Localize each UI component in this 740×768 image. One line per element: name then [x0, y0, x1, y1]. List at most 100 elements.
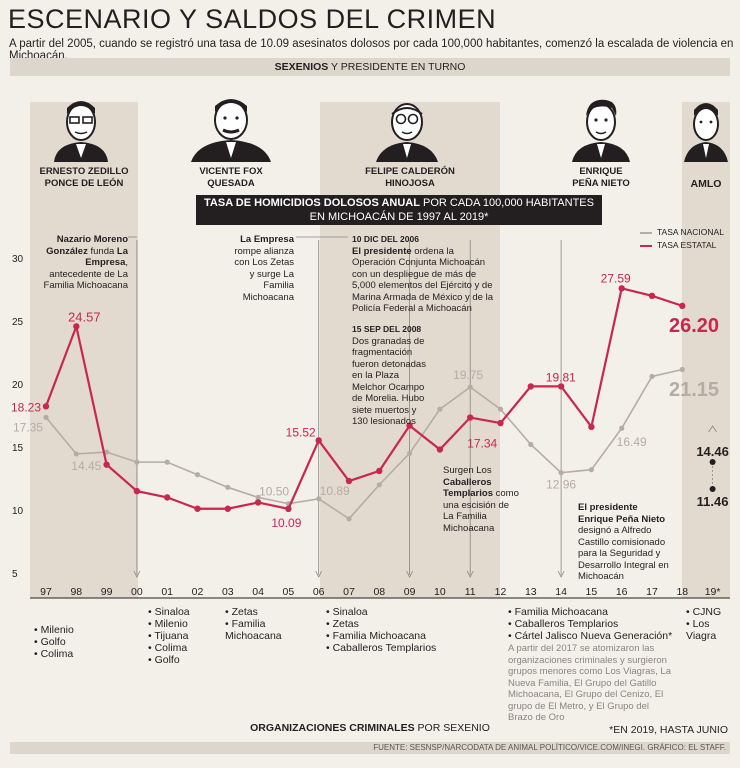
footer-bold: ORGANIZACIONES CRIMINALES [250, 722, 415, 734]
org-item: Caballeros Templarios [326, 642, 437, 654]
data-point-national [104, 449, 110, 455]
data-point-state [467, 414, 474, 421]
data-label-state: 14.46 [696, 444, 729, 459]
annotation-text: rompe alianza con Los Zetas y surge La F… [234, 245, 294, 303]
x-tick-label: 07 [343, 586, 355, 598]
partial-year-arrow [708, 425, 717, 433]
annotation-bold: Nazario Moreno González [46, 234, 128, 257]
annotation-text: designó a Alfredo Castillo comisionado p… [578, 525, 669, 582]
data-point-state [133, 487, 141, 495]
annotation-familia-michoacana-born: La Empresa rompe alianza con Los Zetas y… [228, 234, 294, 303]
org-item: Caballeros Templarios [508, 618, 672, 630]
y-tick-label: 30 [12, 254, 24, 265]
data-point-state [254, 499, 262, 506]
data-point-national [43, 414, 49, 420]
org-item: Milenio [34, 624, 74, 636]
y-tick-label: 20 [12, 380, 24, 391]
x-tick-label: 08 [373, 586, 385, 598]
band-bold: SEXENIOS [274, 61, 329, 73]
orgs-pena-note: A partir del 2017 se atomizaron las orga… [508, 643, 671, 723]
data-point-state [376, 467, 383, 475]
x-tick-label: 04 [252, 586, 264, 598]
orgs-zedillo: MilenioGolfoColima [34, 624, 74, 660]
data-point-state [588, 423, 595, 431]
data-point-national [255, 494, 261, 500]
chart-title: TASA DE HOMICIDIOS DOLOSOS ANUAL POR CAD… [196, 195, 602, 225]
y-tick-label: 25 [12, 317, 24, 328]
data-point-national [194, 472, 201, 478]
chart-legend: TASA NACIONAL TASA ESTATAL [640, 226, 724, 252]
footnote: *EN 2019, HASTA JUNIO [609, 724, 728, 736]
legend-item-national: TASA NACIONAL [640, 226, 724, 239]
data-label-state: 18.23 [11, 400, 41, 414]
annotation-date: 15 SEP DEL 2008 [352, 324, 422, 334]
president-name-line: HINOJOSA [385, 178, 435, 189]
series-line-state [44, 287, 683, 511]
president-name-line: PEÑA NIETO [572, 178, 630, 189]
org-item: Familia Michoacana [225, 618, 295, 642]
president-name-zedillo: ERNESTO ZEDILLO PONCE DE LEÓN [24, 166, 144, 190]
annotation-caballeros-templarios: Surgen Los Caballeros Templarios como un… [443, 465, 521, 534]
president-name-line: ENRIQUE [579, 166, 623, 177]
annotation-bold: La Empresa [240, 234, 294, 245]
fox-portrait [191, 99, 271, 162]
annotation-bold: Caballeros Templarios [443, 476, 493, 500]
x-tick-label: 17 [646, 586, 658, 598]
data-point-state [497, 419, 504, 427]
annotation-text: Dos granadas de fragmentación fueron det… [352, 335, 426, 428]
pena-nieto-portrait [572, 99, 630, 162]
x-tick-label: 18 [676, 586, 688, 598]
legend-swatch-state [640, 244, 652, 247]
footer-rest: POR SEXENIO [414, 722, 490, 734]
x-tick-label: 98 [70, 586, 82, 598]
panel-amlo [682, 102, 730, 598]
x-tick-label: 02 [192, 586, 204, 598]
data-label-state: 10.09 [271, 516, 301, 530]
y-tick-label: 5 [12, 569, 18, 580]
org-item: Colima [34, 648, 74, 660]
data-label-national: 10.50 [259, 484, 289, 498]
data-point-state [315, 437, 322, 444]
data-label-state: 15.52 [286, 425, 316, 439]
annotation-text: , antecedente de La Familia Michoacana [43, 257, 128, 291]
x-tick-label: 99 [101, 586, 113, 598]
annotation-bold: El presidente Enrique Peña Nieto [578, 502, 666, 525]
data-point-state [345, 477, 353, 485]
data-label-state: 19.81 [546, 370, 576, 384]
orgs-calderon: SinaloaZetasFamilia MichoacanaCaballeros… [326, 606, 437, 654]
chart-title-rest: POR CADA 100,000 HABITANTES [419, 197, 594, 209]
org-item: Milenio [148, 618, 190, 630]
org-item: Zetas [326, 618, 436, 630]
annotation-operacion-michoacan: 10 DIC DEL 2006 El presidente ordena la … [352, 234, 500, 315]
partial-year-point-national [709, 486, 716, 492]
annotation-text: ordena la Operación Conjunta Michoacán c… [352, 245, 493, 315]
data-point-national [679, 366, 685, 373]
data-point-national [164, 459, 170, 465]
data-point-national [316, 496, 322, 502]
annotation-date: 10 DIC DEL 2006 [352, 234, 419, 244]
annotation-text: funda [87, 245, 117, 257]
president-name-line: FELIPE CALDERÓN [365, 166, 455, 177]
legend-label-national: TASA NACIONAL [657, 227, 724, 237]
x-tick-label: 06 [313, 586, 325, 598]
data-label-national: 12.96 [546, 478, 576, 492]
x-tick-label: 13 [525, 586, 537, 598]
data-point-national [497, 406, 504, 412]
partial-year-point-state [709, 459, 716, 465]
president-name-line: AMLO [690, 178, 722, 190]
series-line-national [45, 368, 683, 520]
data-point-national [346, 516, 352, 522]
page-title: ESCENARIO Y SALDOS DEL CRIMEN [8, 4, 497, 34]
data-point-national [619, 425, 625, 431]
data-point-national [407, 450, 413, 456]
president-name-amlo: AMLO [682, 178, 730, 190]
org-item: Sinaloa [148, 606, 190, 618]
data-point-state [164, 494, 171, 501]
chart-title-line1: TASA DE HOMICIDIOS DOLOSOS ANUAL POR CAD… [196, 196, 602, 210]
data-point-state [42, 403, 50, 410]
data-point-national [467, 384, 473, 390]
orgs-fox-a: SinaloaMilenioTijuanaColimaGolfo [148, 606, 190, 666]
orgs-amlo: CJNGLos Viagra [686, 606, 740, 642]
y-tick-label: 15 [12, 443, 24, 454]
x-tick-label: 19* [705, 586, 721, 598]
